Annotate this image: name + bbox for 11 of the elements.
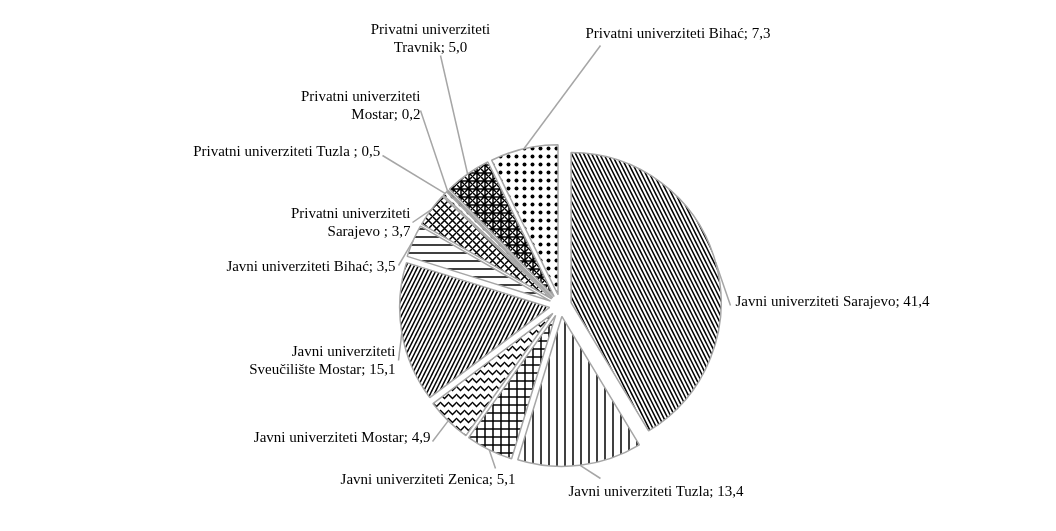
- slice-label: Privatni univerziteti Mostar; 0,2: [300, 87, 421, 122]
- slice-label: Javni univerziteti Sveučilište Mostar; 15,1: [249, 342, 396, 377]
- slice-label: Privatni univerziteti Tuzla ; 0,5: [193, 142, 381, 159]
- slice-label: Javni univerziteti Mostar; 4,9: [253, 428, 431, 445]
- slice-label: Javni univerziteti Sarajevo; 41,4: [735, 292, 931, 309]
- slice-label: Javni univerziteti Tuzla; 13,4: [568, 482, 744, 499]
- slice-label: Privatni univerziteti Travnik; 5,0: [370, 20, 491, 55]
- slice-label: Javni univerziteti Zenica; 5,1: [340, 470, 516, 487]
- slice-label: Privatni univerziteti Sarajevo ; 3,7: [290, 204, 411, 239]
- slice-label: Privatni univerziteti Bihać; 7,3: [585, 24, 771, 41]
- slice-label: Javni univerziteti Bihać; 3,5: [226, 257, 396, 274]
